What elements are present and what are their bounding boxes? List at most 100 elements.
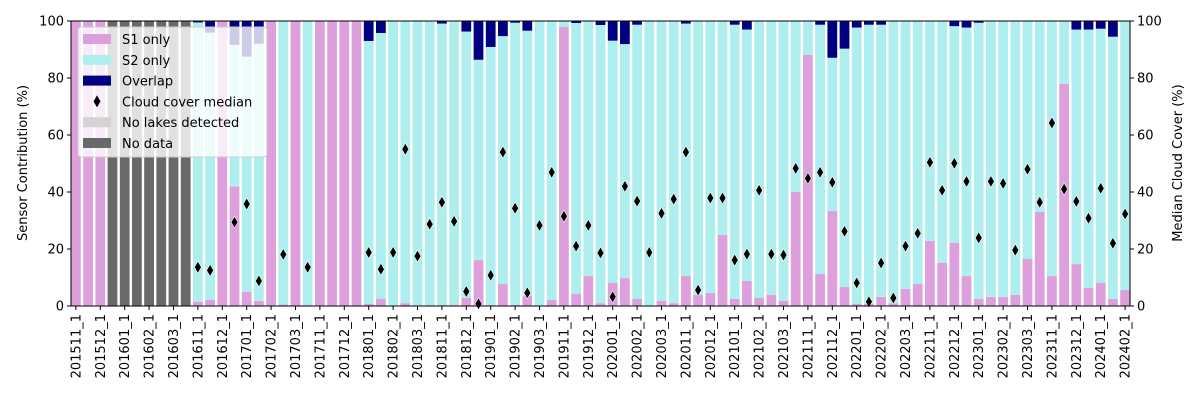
- s2-only-segment: [449, 21, 459, 306]
- s1-only-segment: [998, 296, 1008, 306]
- x-tick-label: 202202_1: [875, 314, 890, 378]
- s2-only-segment: [620, 44, 630, 279]
- s1-only-segment: [1071, 264, 1082, 306]
- cloud-median-marker: [913, 226, 922, 240]
- bar-7: [156, 21, 167, 306]
- bar-31: [449, 21, 459, 306]
- y-tick-label-left: 60: [47, 129, 64, 144]
- bar-2: [95, 21, 106, 306]
- x-tick-label: 201711_1: [313, 314, 328, 378]
- x-axis: 201511_1 201512_1 201601_1 201602_1 201603_1…: [69, 306, 1134, 378]
- s2-only-segment: [437, 23, 447, 306]
- bar-49: [668, 21, 679, 306]
- overlap-segment: [498, 21, 508, 37]
- x-tick-label: 201901_1: [484, 314, 499, 378]
- x-tick-label: 201903_1: [533, 314, 548, 378]
- s1-only-segment: [351, 21, 362, 306]
- cloud-median-marker: [462, 284, 471, 299]
- cloud-median-marker: [1096, 181, 1105, 195]
- s2-only-segment: [1095, 28, 1106, 283]
- cloud-median-marker: [730, 253, 739, 267]
- bar-51: [693, 21, 703, 306]
- overlap-segment: [949, 21, 960, 27]
- bar-3: [107, 21, 118, 306]
- bar-44: [607, 21, 618, 306]
- s2-only-segment: [546, 21, 557, 301]
- s2-only-segment: [205, 32, 215, 300]
- overlap-segment: [607, 21, 618, 41]
- s2-only-segment: [815, 24, 825, 275]
- s1-only-segment: [327, 21, 337, 306]
- bar-83: [1083, 21, 1094, 306]
- s2-only-segment: [534, 21, 545, 306]
- cloud-median-marker: [938, 183, 946, 197]
- cloud-median-marker: [486, 268, 495, 282]
- overlap-segment: [1071, 21, 1082, 30]
- s1-only-segment: [1047, 276, 1057, 306]
- bar-10: [193, 21, 203, 306]
- s2-only-segment: [705, 21, 716, 293]
- x-tick-label: 201812_1: [460, 314, 475, 378]
- s1-only-segment: [668, 303, 679, 306]
- bar-5: [132, 21, 142, 306]
- s1-only-segment: [498, 284, 508, 306]
- bar-80: [1047, 21, 1057, 306]
- legend-swatch: [83, 54, 111, 65]
- s1-only-segment: [790, 192, 801, 306]
- overlap-segment: [485, 21, 496, 47]
- overlap-segment: [522, 21, 533, 31]
- bar-84: [1095, 21, 1106, 306]
- cloud-median-marker: [901, 239, 910, 253]
- cloud-median-marker: [645, 245, 654, 260]
- cloud-median-marker: [877, 256, 885, 270]
- cloud-median-marker: [779, 248, 788, 262]
- s1-only-segment: [925, 241, 935, 306]
- cloud-median-marker: [377, 262, 385, 276]
- cloud-median-marker: [950, 156, 959, 170]
- s2-only-segment: [900, 21, 911, 289]
- s1-only-segment: [839, 286, 850, 306]
- cloud-median-marker: [1023, 162, 1032, 176]
- s1-only-segment: [851, 304, 862, 306]
- s1-only-segment: [1083, 288, 1094, 306]
- y-tick-label-left: 20: [47, 243, 64, 258]
- s2-only-segment: [925, 21, 935, 242]
- s2-only-segment: [1108, 36, 1118, 299]
- bar-63: [839, 21, 850, 306]
- y-axis-right: 0 20 40 60 80 100: [1130, 15, 1162, 315]
- cloud-median-marker: [535, 218, 544, 232]
- cloud-median-marker: [974, 231, 983, 245]
- s1-only-segment: [193, 301, 203, 306]
- legend-swatch: [83, 138, 111, 148]
- s2-only-segment: [473, 59, 484, 261]
- bar-35: [498, 21, 508, 306]
- s1-only-segment: [729, 298, 740, 306]
- s1-only-segment: [583, 276, 594, 306]
- s1-only-segment: [1034, 211, 1045, 306]
- legend-label: S1 only: [122, 33, 170, 48]
- s1-only-segment: [900, 288, 911, 306]
- y-tick-label-right: 80: [1137, 72, 1154, 87]
- bar-9: [180, 21, 191, 306]
- s1-only-segment: [1120, 290, 1130, 306]
- overlap-segment: [510, 21, 520, 23]
- bar-26: [388, 21, 398, 306]
- s2-only-segment: [485, 46, 496, 306]
- overlap-segment: [839, 21, 850, 49]
- x-tick-label: 201801_1: [362, 314, 377, 378]
- s2-only-segment: [778, 21, 789, 301]
- s1-only-segment: [400, 303, 411, 306]
- bar-25: [376, 21, 386, 306]
- bar-21: [327, 21, 337, 306]
- plot-frame: [70, 20, 1131, 307]
- bar-81: [1059, 21, 1069, 306]
- s2-only-segment: [400, 21, 411, 304]
- cloud-median-marker: [511, 201, 519, 215]
- overlap-segment: [193, 21, 203, 23]
- s1-only-segment: [95, 21, 106, 306]
- bar-76: [998, 21, 1008, 306]
- x-tick-label: 202012_1: [704, 314, 719, 378]
- x-tick-label: 201802_1: [387, 314, 402, 378]
- bar-34: [485, 21, 496, 306]
- s2-only-segment: [729, 24, 740, 299]
